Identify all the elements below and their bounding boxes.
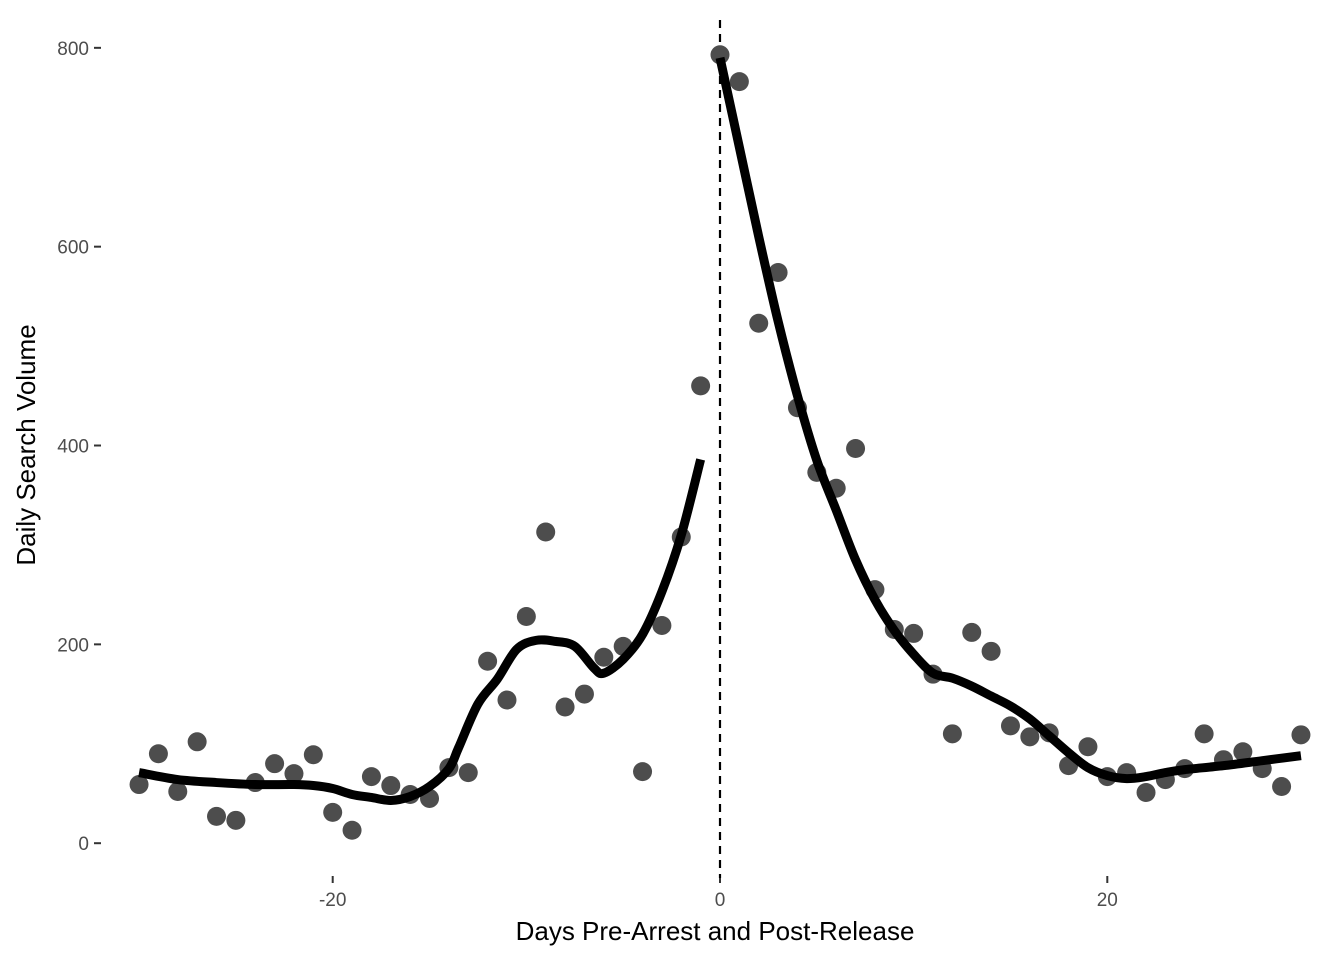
data-point: [187, 732, 207, 752]
y-axis: 0 200 400 600 800: [57, 39, 101, 855]
y-tick-label: 600: [57, 238, 89, 259]
data-point: [1000, 716, 1020, 736]
data-point: [342, 820, 362, 840]
data-point: [1291, 725, 1311, 745]
data-point: [226, 810, 246, 830]
data-point: [1194, 724, 1214, 744]
data-point: [846, 438, 866, 458]
data-point: [749, 313, 769, 333]
data-point: [284, 764, 304, 784]
x-tick-label: -20: [319, 890, 346, 911]
data-point: [1233, 742, 1253, 762]
data-point: [594, 647, 614, 667]
data-point: [574, 684, 594, 704]
x-tick-label: 0: [715, 890, 726, 911]
y-tick-label: 400: [57, 437, 89, 458]
data-point: [633, 762, 653, 782]
data-point: [536, 522, 556, 542]
x-axis: -20 0 20: [319, 876, 1118, 911]
data-point: [981, 641, 1001, 661]
y-tick-label: 800: [57, 39, 89, 60]
data-point: [323, 802, 343, 822]
data-point: [381, 776, 401, 796]
data-point: [497, 690, 517, 710]
y-tick-label: 0: [78, 834, 89, 855]
data-point: [1020, 727, 1040, 747]
data-point: [1272, 777, 1292, 797]
data-point: [265, 754, 285, 774]
data-point: [691, 376, 711, 396]
data-point: [729, 72, 749, 92]
data-point: [168, 782, 188, 802]
data-point: [942, 724, 962, 744]
data-point: [652, 615, 672, 635]
data-point: [148, 744, 168, 764]
data-point: [361, 767, 381, 787]
y-tick-label: 200: [57, 635, 89, 656]
data-point: [129, 775, 149, 795]
data-point: [904, 623, 924, 643]
data-point: [768, 263, 788, 283]
data-point: [458, 763, 478, 783]
x-axis-title: Days Pre-Arrest and Post-Release: [516, 916, 915, 946]
data-point: [478, 651, 498, 671]
data-point: [303, 745, 323, 765]
y-axis-title: Daily Search Volume: [11, 324, 41, 565]
smooth-line-pre-arrest: [138, 458, 705, 805]
data-point: [1136, 782, 1156, 802]
data-point: [555, 697, 575, 717]
x-tick-label: 20: [1097, 890, 1118, 911]
data-point: [1078, 737, 1098, 757]
data-point: [516, 607, 536, 627]
data-point: [962, 622, 982, 642]
data-point: [207, 806, 227, 826]
smooth-line-post-release: [715, 56, 1302, 784]
